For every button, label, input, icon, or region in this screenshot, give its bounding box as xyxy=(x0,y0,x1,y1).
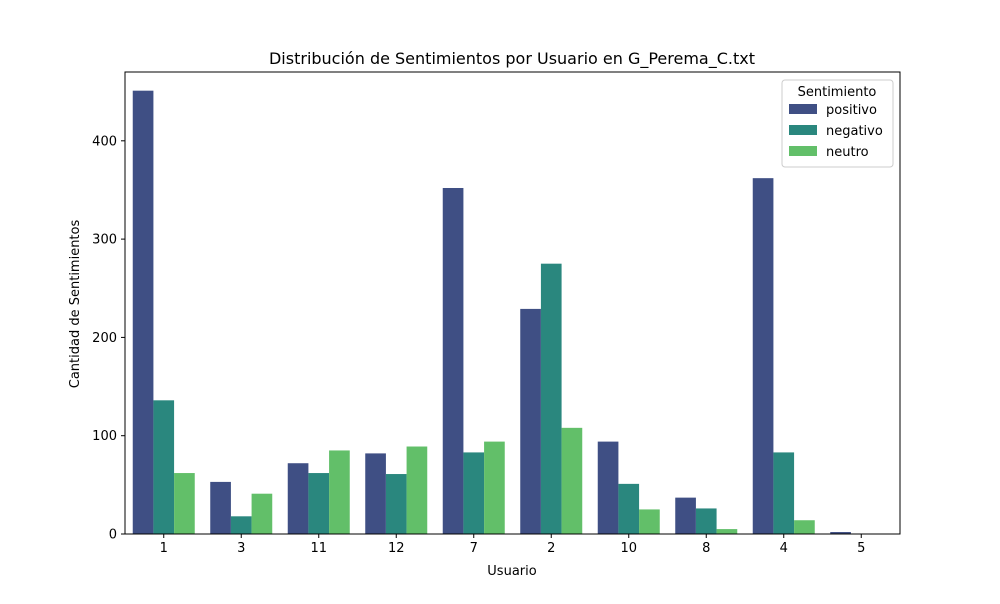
y-tick-label-0: 0 xyxy=(109,528,117,543)
x-tick-label-1: 1 xyxy=(160,541,168,556)
legend-label-negativo: negativo xyxy=(826,124,883,139)
x-tick-label-3: 3 xyxy=(237,541,245,556)
bar-neutro-11 xyxy=(329,450,350,534)
bar-positivo-3 xyxy=(210,481,231,534)
bar-neutro-12 xyxy=(406,446,428,534)
legend: Sentimiento positivo negativo neutro xyxy=(781,79,894,168)
plot-area: 1 3 11 12 7 2 10 8 4 5 0 100 200 300 400 xyxy=(92,71,901,556)
y-tick-label-400: 400 xyxy=(92,134,117,149)
bar-positivo-11 xyxy=(287,463,309,534)
legend-swatch-neutro xyxy=(789,146,817,156)
bar-positivo-1 xyxy=(132,90,154,534)
x-tick-label-10: 10 xyxy=(620,541,637,556)
legend-label-positivo: positivo xyxy=(826,103,877,118)
x-tick-label-4: 4 xyxy=(780,541,788,556)
bar-positivo-7 xyxy=(442,187,464,534)
bar-neutro-8 xyxy=(716,529,738,534)
bar-negativo-11 xyxy=(308,473,330,534)
bar-positivo-4 xyxy=(752,178,774,535)
y-tick-label-300: 300 xyxy=(92,233,117,248)
legend-swatch-negativo xyxy=(789,125,817,135)
x-tick-label-12: 12 xyxy=(388,541,405,556)
y-tick-label-100: 100 xyxy=(92,429,117,444)
x-tick-label-2: 2 xyxy=(547,541,555,556)
bar-neutro-10 xyxy=(639,509,660,534)
y-tick-label-200: 200 xyxy=(92,331,117,346)
bar-negativo-8 xyxy=(695,508,717,534)
x-tick-label-8: 8 xyxy=(702,541,710,556)
chart-title: Distribución de Sentimientos por Usuario… xyxy=(269,49,755,69)
bar-neutro-1 xyxy=(174,473,195,534)
bar-negativo-4 xyxy=(773,452,795,534)
bar-neutro-2 xyxy=(561,427,583,534)
bar-negativo-7 xyxy=(463,452,485,534)
bar-neutro-4 xyxy=(794,520,815,534)
bar-positivo-8 xyxy=(675,497,696,534)
bar-neutro-3 xyxy=(251,493,273,534)
bar-negativo-1 xyxy=(153,400,175,534)
bar-negativo-12 xyxy=(385,474,407,534)
x-tick-label-11: 11 xyxy=(310,541,327,556)
bar-positivo-5 xyxy=(830,532,851,534)
legend-swatch-positivo xyxy=(789,104,817,114)
x-axis-label: Usuario xyxy=(487,564,536,579)
x-tick-label-5: 5 xyxy=(857,541,865,556)
bar-positivo-12 xyxy=(365,453,386,534)
legend-label-neutro: neutro xyxy=(826,145,869,160)
bar-negativo-2 xyxy=(540,263,562,534)
axes-frame xyxy=(124,71,901,535)
bar-neutro-7 xyxy=(484,441,505,534)
bar-positivo-10 xyxy=(597,441,619,534)
legend-title: Sentimiento xyxy=(798,85,877,100)
y-axis-label: Cantidad de Sentimientos xyxy=(68,220,83,389)
bar-positivo-2 xyxy=(520,308,541,534)
bar-negativo-3 xyxy=(230,516,252,534)
x-tick-label-7: 7 xyxy=(470,541,478,556)
bar-negativo-10 xyxy=(618,483,640,534)
legend-frame xyxy=(781,79,894,168)
